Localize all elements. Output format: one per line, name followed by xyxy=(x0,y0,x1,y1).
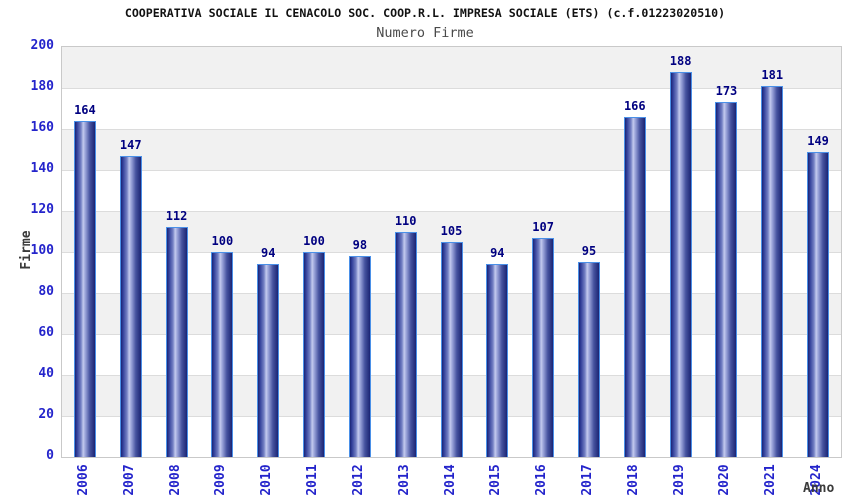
bar-value-label: 166 xyxy=(623,98,646,113)
bar-2010 xyxy=(257,264,280,457)
bar-2011 xyxy=(303,252,326,457)
gridline xyxy=(62,210,841,212)
bar-2017 xyxy=(577,262,600,457)
x-tick-label: 2011 xyxy=(305,464,321,496)
x-tick-label: 2007 xyxy=(121,464,137,496)
bar-value-label: 173 xyxy=(715,84,738,99)
bar-2013 xyxy=(394,231,417,457)
x-tick-label: 2017 xyxy=(579,464,595,496)
bar-2024 xyxy=(807,151,830,457)
x-tick-label: 2014 xyxy=(442,464,458,496)
bar-value-label: 147 xyxy=(119,137,142,152)
x-tick-label: 2009 xyxy=(213,464,229,496)
bar-value-label: 149 xyxy=(807,133,829,148)
bar-2019 xyxy=(669,71,692,457)
bar-value-label: 94 xyxy=(260,246,276,261)
bar-value-label: 112 xyxy=(165,209,188,224)
chart-subtitle: Numero Firme xyxy=(376,25,474,41)
y-tick-label: 180 xyxy=(30,79,54,94)
bar-2018 xyxy=(623,116,646,457)
y-tick-label: 140 xyxy=(30,161,54,176)
bar-2009 xyxy=(211,252,234,457)
y-tick-label: 120 xyxy=(30,202,54,217)
y-tick-label: 200 xyxy=(30,38,54,53)
y-tick-label: 80 xyxy=(38,284,54,299)
x-tick-label: 2013 xyxy=(396,464,412,496)
bar-value-label: 98 xyxy=(352,238,368,253)
x-axis-title: Anno xyxy=(803,481,835,496)
bar-value-label: 107 xyxy=(532,219,554,234)
y-tick-label: 160 xyxy=(30,120,54,135)
bar-2014 xyxy=(440,241,463,457)
x-tick-label: 2018 xyxy=(625,464,641,496)
bar-2007 xyxy=(119,155,142,457)
x-tick-label: 2020 xyxy=(717,464,733,496)
x-tick-label: 2016 xyxy=(534,464,550,496)
bar-2016 xyxy=(532,237,555,457)
bar-2012 xyxy=(348,256,371,457)
x-tick-label: 2006 xyxy=(75,464,91,496)
plot-area: 164 147 112 100 94 100 98 110 105 94 107 95 166 188 17… xyxy=(61,46,842,458)
bar-value-label: 110 xyxy=(394,213,417,228)
bar-value-label: 95 xyxy=(581,244,597,259)
bar-2008 xyxy=(165,227,188,457)
bar-value-label: 100 xyxy=(303,234,325,248)
chart-title: COOPERATIVA SOCIALE IL CENACOLO SOC. COO… xyxy=(124,6,726,20)
y-tick-label: 0 xyxy=(46,448,54,463)
bar-value-label: 188 xyxy=(669,53,692,68)
bar-value-label: 181 xyxy=(761,67,784,82)
y-tick-label: 20 xyxy=(38,407,54,422)
y-tick-label: 40 xyxy=(38,366,54,381)
y-tick-label: 60 xyxy=(38,325,54,340)
y-tick-label: 100 xyxy=(30,243,54,258)
bar-value-label: 100 xyxy=(211,234,234,248)
bar-value-label: 94 xyxy=(490,246,505,261)
gridline xyxy=(62,87,841,89)
x-tick-label: 2012 xyxy=(350,464,366,496)
bar-value-label: 105 xyxy=(440,223,463,238)
x-tick-label: 2015 xyxy=(488,464,504,496)
x-tick-label: 2019 xyxy=(671,464,687,496)
gridline xyxy=(62,128,841,130)
bar-2021 xyxy=(761,85,784,457)
bar-2020 xyxy=(715,102,738,457)
bar-2015 xyxy=(486,264,509,457)
x-tick-label: 2021 xyxy=(763,464,779,496)
gridline xyxy=(62,169,841,171)
x-tick-label: 2008 xyxy=(167,464,183,496)
bar-2006 xyxy=(73,120,96,457)
x-tick-label: 2010 xyxy=(259,464,275,496)
bar-value-label: 164 xyxy=(74,102,96,117)
